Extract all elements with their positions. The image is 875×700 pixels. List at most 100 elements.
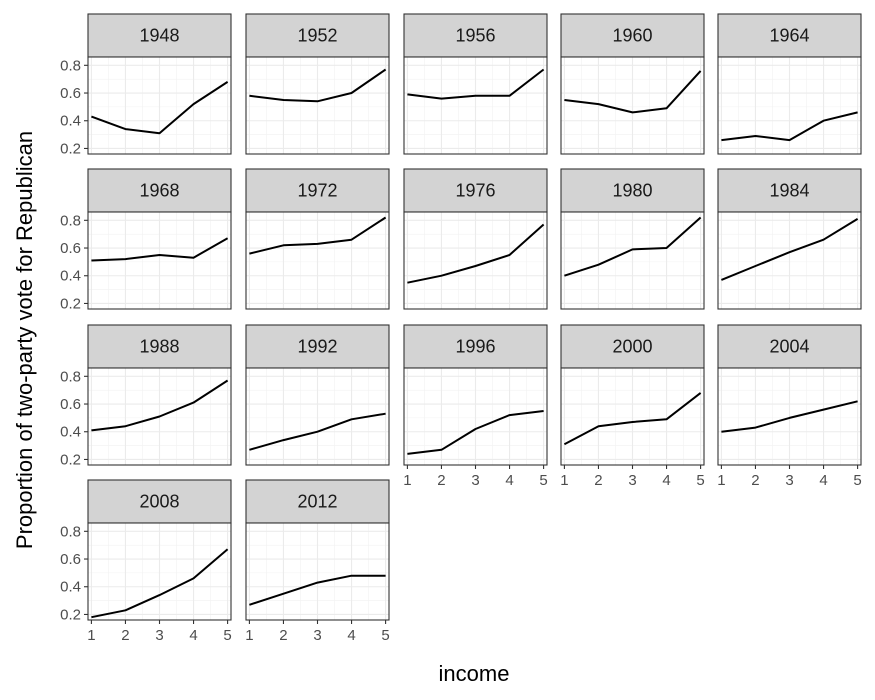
x-tick-label: 2	[751, 472, 759, 489]
x-tick-label: 3	[785, 472, 793, 489]
x-tick-label: 1	[87, 627, 95, 644]
series-line-1980	[564, 216, 702, 277]
y-tick-label: 0.4	[60, 579, 81, 596]
panel-border	[403, 211, 548, 310]
series-line-1964	[721, 111, 858, 142]
series-line-1952	[249, 68, 387, 103]
facet-strip	[717, 168, 862, 213]
facet-strip-label: 1996	[455, 337, 495, 357]
x-tick-label: 4	[505, 472, 513, 489]
series-line-1992	[249, 412, 386, 451]
facet-panel-1976: 1976	[403, 168, 548, 310]
x-tick-label: 1	[403, 472, 411, 489]
y-axis-title: Proportion of two-party vote for Republi…	[12, 131, 37, 549]
series-line-1968	[91, 237, 229, 262]
facet-strip	[560, 324, 705, 369]
facet-strip-label: 1964	[769, 26, 809, 46]
facet-strip-label: 1984	[769, 181, 809, 201]
facet-strip	[717, 324, 862, 369]
y-tick-label: 0.4	[60, 113, 81, 130]
x-tick-label: 4	[819, 472, 827, 489]
series-line-2012	[249, 574, 386, 606]
facet-panel-2000: 2000	[560, 324, 705, 466]
facet-panel-1980: 1980	[560, 168, 705, 310]
series-line-2008	[91, 548, 229, 619]
facet-strip	[403, 13, 548, 58]
facet-strip	[87, 13, 232, 58]
facet-panels: 1948 1952 1956 1960 1964 1968 1972 1976 1980 1984…	[87, 13, 862, 621]
facet-strip-label: 1992	[297, 337, 337, 357]
x-tick-label: 5	[696, 472, 704, 489]
facet-panel-1992: 1992	[245, 324, 390, 466]
panel-border	[560, 211, 705, 310]
facet-strip-label: 1972	[297, 181, 337, 201]
facet-panel-1984: 1984	[717, 168, 862, 310]
series-line-2000	[563, 392, 702, 446]
y-axis-group: 0.2 0.4 0.6 0.8 0.2 0.4 0.6 0.8 0.2 0.4 0.6 0.8 0.2 0…	[60, 57, 88, 623]
y-tick-label: 0.6	[60, 85, 81, 102]
series-line-1972	[249, 216, 387, 255]
y-tick-label: 0.2	[60, 295, 81, 312]
x-tick-label: 4	[347, 627, 355, 644]
facet-panel-1996: 1996	[403, 324, 548, 466]
x-tick-label: 5	[853, 472, 861, 489]
facet-panel-1948: 1948	[87, 13, 232, 155]
panel-gridlines	[246, 57, 389, 154]
facet-panel-1956: 1956	[403, 13, 548, 155]
facet-strip-label: 2004	[769, 337, 809, 357]
panel-border	[717, 56, 862, 155]
facet-panel-1952: 1952	[245, 13, 390, 155]
x-tick-label: 4	[662, 472, 670, 489]
facet-strip-label: 1988	[139, 337, 179, 357]
x-tick-label: 5	[539, 472, 547, 489]
panel-gridlines	[404, 368, 547, 465]
panel-gridlines	[88, 523, 231, 620]
facet-strip-label: 1980	[612, 181, 652, 201]
x-tick-label: 2	[594, 472, 602, 489]
y-tick-label: 0.8	[60, 368, 81, 385]
x-tick-label: 2	[437, 472, 445, 489]
panel-gridlines	[718, 212, 861, 309]
series-line-1960	[564, 70, 702, 114]
facet-strip-label: 1968	[139, 181, 179, 201]
series-line-2004	[721, 400, 858, 433]
facet-strip	[560, 13, 705, 58]
y-tick-label: 0.8	[60, 212, 81, 229]
x-tick-label: 1	[245, 627, 253, 644]
series-line-1988	[91, 379, 229, 432]
facet-panel-1960: 1960	[560, 13, 705, 155]
panel-border	[717, 211, 862, 310]
panel-border	[245, 211, 390, 310]
y-tick-label: 0.4	[60, 268, 81, 285]
panel-gridlines	[88, 212, 231, 309]
facet-strip	[245, 324, 390, 369]
panel-border	[560, 56, 705, 155]
panel-border	[245, 56, 390, 155]
y-tick-label: 0.8	[60, 57, 81, 74]
panel-gridlines	[561, 368, 704, 465]
facet-panel-1988: 1988	[87, 324, 232, 466]
x-axis-title: income	[439, 661, 510, 686]
facet-strip	[87, 479, 232, 524]
facet-strip	[717, 13, 862, 58]
facet-strip-label: 1960	[612, 26, 652, 46]
facet-panel-2004: 2004	[717, 324, 862, 466]
y-tick-label: 0.2	[60, 140, 81, 157]
y-tick-label: 0.2	[60, 451, 81, 468]
panel-border	[87, 56, 232, 155]
facet-panel-1968: 1968	[87, 168, 232, 310]
panel-gridlines	[404, 57, 547, 154]
panel-gridlines	[561, 57, 704, 154]
panel-gridlines	[88, 57, 231, 154]
facet-panel-2012: 2012	[245, 479, 390, 621]
y-tick-label: 0.6	[60, 551, 81, 568]
y-tick-label: 0.2	[60, 606, 81, 623]
facet-strip	[245, 13, 390, 58]
x-tick-label: 5	[381, 627, 389, 644]
series-line-1956	[407, 68, 545, 100]
series-line-1984	[721, 218, 859, 281]
facet-panel-2008: 2008	[87, 479, 232, 621]
facet-strip-label: 1948	[139, 26, 179, 46]
facet-strip	[245, 479, 390, 524]
